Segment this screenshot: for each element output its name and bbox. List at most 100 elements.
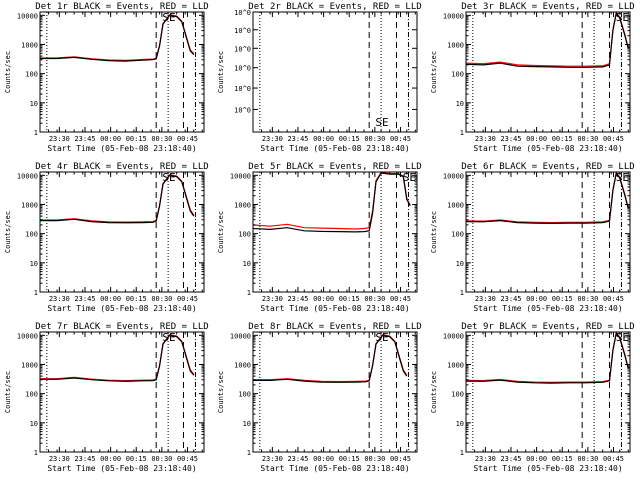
y-tick-label: 10^0	[234, 27, 251, 35]
x-tick-label: 00:15	[339, 455, 360, 463]
panel-title: Det 9r BLACK = Events, RED = LLD	[461, 322, 634, 332]
panel-det-3: Det 3r BLACK = Events, RED = LLD Counts/s…	[430, 2, 635, 153]
y-tick-label: 1000	[447, 361, 464, 369]
events-series-line	[466, 332, 629, 384]
panel-title: Det 1r BLACK = Events, RED = LLD	[35, 2, 208, 12]
y-tick-label: 100	[25, 71, 38, 79]
y-tick-label: 1	[34, 449, 38, 457]
se-label: SE	[162, 11, 175, 24]
panel-det-8: Det 8r BLACK = Events, RED = LLD Counts/s…	[217, 322, 422, 473]
y-tick-label: 1	[460, 129, 464, 137]
x-tick-label: 00:30	[364, 455, 385, 463]
se-label: SE	[375, 116, 388, 129]
y-tick-label: 1	[460, 449, 464, 457]
x-tick-label: 00:15	[126, 455, 147, 463]
panel-title: Det 5r BLACK = Events, RED = LLD	[248, 162, 421, 172]
x-tick-label: 00:45	[390, 455, 411, 463]
x-tick-label: 00:15	[552, 295, 573, 303]
se-label: SE	[616, 11, 629, 24]
x-tick-label: 00:00	[313, 455, 334, 463]
x-tick-label: 00:30	[577, 295, 598, 303]
y-axis-label: Counts/sec	[4, 51, 12, 93]
x-tick-label: 23:30	[475, 455, 496, 463]
x-tick-label: 00:30	[364, 135, 385, 143]
x-tick-label: 23:30	[49, 455, 70, 463]
panel-title: Det 6r BLACK = Events, RED = LLD	[461, 162, 634, 172]
x-axis-label: Start Time (05-Feb-08 23:18:40)	[260, 464, 409, 473]
y-axis-label: Counts/sec	[217, 211, 225, 253]
panel-det-4: Det 4r BLACK = Events, RED = LLD Counts/s…	[4, 162, 209, 313]
x-tick-label: 00:45	[390, 135, 411, 143]
y-tick-label: 1	[34, 289, 38, 297]
x-tick-label: 23:30	[475, 135, 496, 143]
plot-frame	[252, 171, 418, 293]
panel-det-7: Det 7r BLACK = Events, RED = LLD Counts/s…	[4, 322, 209, 473]
plot-frame	[39, 331, 205, 453]
x-tick-label: 00:15	[339, 135, 360, 143]
x-tick-label: 00:00	[313, 135, 334, 143]
x-tick-label: 23:45	[74, 135, 95, 143]
x-tick-label: 23:45	[287, 135, 308, 143]
plot-frame	[252, 331, 418, 453]
y-tick-label: 100	[451, 391, 464, 399]
y-tick-label: 1000	[21, 201, 38, 209]
x-tick-label: 00:15	[126, 135, 147, 143]
x-tick-label: 23:30	[49, 135, 70, 143]
x-tick-label: 00:00	[100, 455, 121, 463]
x-tick-label: 00:30	[577, 135, 598, 143]
y-tick-label: 10000	[443, 332, 464, 340]
se-label: SE	[616, 331, 629, 344]
x-axis-label: Start Time (05-Feb-08 23:18:40)	[47, 304, 196, 313]
y-tick-label: 1000	[447, 41, 464, 49]
panel-det-6: Det 6r BLACK = Events, RED = LLD Counts/s…	[430, 162, 635, 313]
x-tick-label: 00:00	[526, 295, 547, 303]
x-axis-label: Start Time (05-Feb-08 23:18:40)	[473, 304, 622, 313]
panel-title: Det 2r BLACK = Events, RED = LLD	[248, 2, 421, 12]
events-series-line	[40, 14, 195, 62]
panel-det-9: Det 9r BLACK = Events, RED = LLD Counts/s…	[430, 322, 635, 473]
y-tick-label: 1000	[447, 201, 464, 209]
y-axis-label: Counts/sec	[4, 371, 12, 413]
y-tick-label: 1	[247, 449, 251, 457]
x-tick-label: 23:45	[287, 455, 308, 463]
y-tick-label: 10000	[17, 332, 38, 340]
x-tick-label: 23:30	[262, 135, 283, 143]
events-series-line	[253, 334, 408, 383]
y-tick-label: 10^0	[234, 9, 251, 17]
y-tick-label: 10000	[17, 12, 38, 20]
se-label: SE	[375, 331, 388, 344]
y-tick-label: 1000	[234, 201, 251, 209]
x-tick-label: 23:45	[287, 295, 308, 303]
panel-title: Det 3r BLACK = Events, RED = LLD	[461, 2, 634, 12]
x-tick-label: 00:00	[100, 135, 121, 143]
events-series-line	[40, 174, 195, 224]
x-tick-label: 00:30	[151, 455, 172, 463]
lld-series-line	[253, 172, 411, 230]
y-tick-label: 100	[451, 231, 464, 239]
y-tick-label: 10^0	[234, 85, 251, 93]
x-tick-label: 00:45	[177, 455, 198, 463]
y-tick-label: 10000	[17, 172, 38, 180]
lld-series-line	[466, 172, 629, 224]
x-tick-label: 23:45	[74, 295, 95, 303]
x-tick-label: 00:45	[603, 135, 624, 143]
y-tick-label: 1000	[234, 361, 251, 369]
panel-det-5: Det 5r BLACK = Events, RED = LLD Counts/s…	[217, 162, 422, 313]
y-tick-label: 100	[451, 71, 464, 79]
events-series-line	[466, 12, 629, 68]
x-axis-label: Start Time (05-Feb-08 23:18:40)	[260, 304, 409, 313]
y-tick-label: 10	[456, 260, 464, 268]
y-tick-label: 10000	[230, 332, 251, 340]
y-tick-label: 10000	[443, 12, 464, 20]
x-tick-label: 00:30	[364, 295, 385, 303]
events-series-line	[40, 334, 195, 382]
panel-title: Det 7r BLACK = Events, RED = LLD	[35, 322, 208, 332]
y-tick-label: 100	[25, 231, 38, 239]
plot-frame	[39, 171, 205, 293]
y-tick-label: 100	[238, 231, 251, 239]
events-series-line	[466, 172, 629, 225]
x-tick-label: 00:45	[603, 295, 624, 303]
x-tick-label: 00:45	[177, 295, 198, 303]
panel-title: Det 4r BLACK = Events, RED = LLD	[35, 162, 208, 172]
